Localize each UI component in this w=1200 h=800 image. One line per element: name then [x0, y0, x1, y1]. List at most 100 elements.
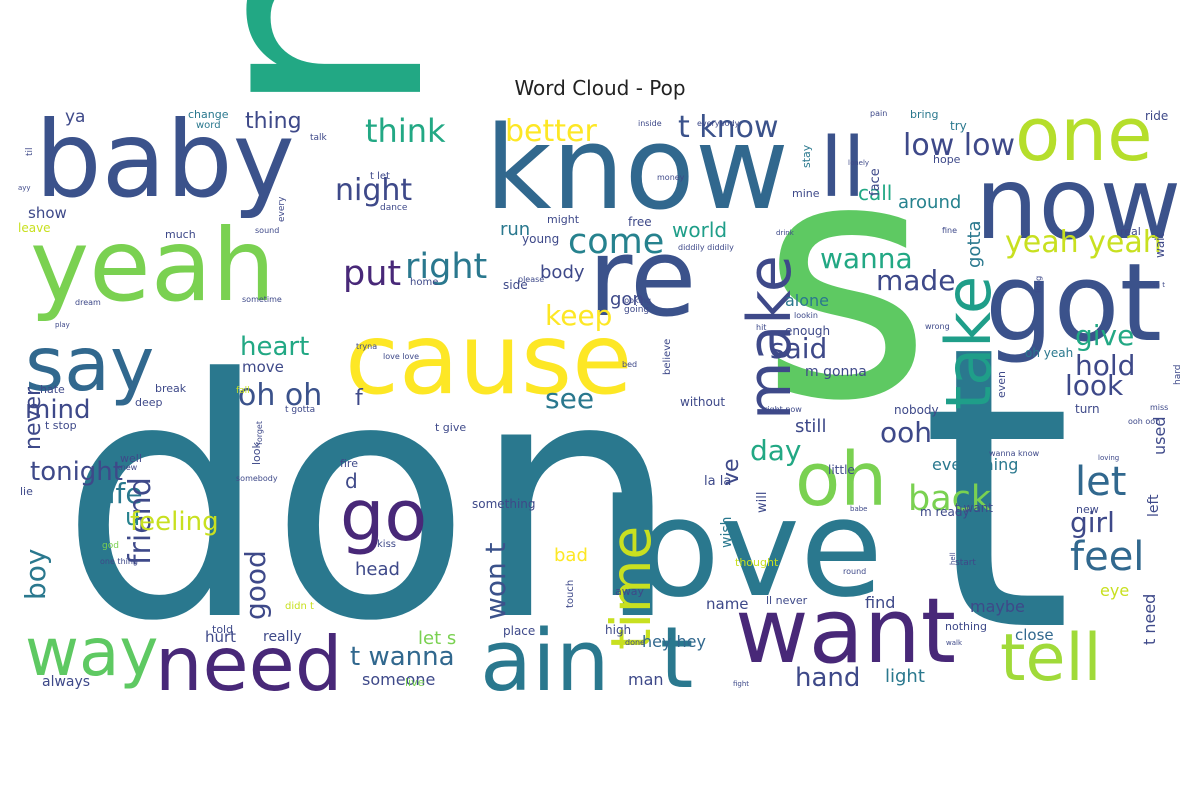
word-fight: fight	[733, 680, 749, 688]
word-stay: stay	[800, 144, 813, 168]
word-thing: thing	[245, 109, 302, 134]
word-yeah-yeah: yeah yeah	[1005, 225, 1162, 260]
word-going: going	[624, 305, 649, 315]
word-way: way	[25, 614, 158, 691]
word-bad: bad	[554, 545, 588, 566]
word-know: know	[485, 102, 789, 236]
word-don: don	[60, 309, 681, 693]
word-boy: boy	[19, 549, 52, 600]
word-bed: bed	[622, 360, 637, 369]
word-hell: hell	[949, 552, 957, 565]
word-yeah: yeah	[30, 207, 275, 324]
word-hand: hand	[795, 663, 860, 693]
word-give: give	[1075, 319, 1134, 352]
word-isn-t: isn t	[1150, 281, 1165, 289]
word-used: used	[1150, 417, 1169, 455]
word-t-let: t let	[370, 171, 390, 182]
word-wanna-know: wanna know	[989, 449, 1040, 458]
word-drink: drink	[776, 229, 795, 237]
word-run: run	[500, 219, 530, 240]
word-love-love: love love	[383, 352, 419, 361]
word-left: left	[1146, 494, 1162, 517]
word-told: told	[212, 623, 233, 636]
word-girl: girl	[1070, 506, 1115, 539]
word-everybody: everybody	[697, 119, 740, 128]
word-back: back	[908, 479, 992, 519]
word-forget: forget	[255, 421, 264, 445]
word-free: free	[628, 215, 652, 229]
word-really: really	[263, 629, 302, 645]
word-money: money	[657, 173, 685, 182]
word-right: right	[405, 247, 487, 287]
word-show: show	[28, 204, 67, 222]
word-ll: ll	[820, 121, 866, 216]
word-gotta: gotta	[964, 220, 985, 268]
word-say: say	[25, 320, 154, 408]
word-sometime: sometime	[242, 295, 282, 304]
word-take: take	[932, 276, 1005, 410]
word-home: home	[410, 277, 438, 288]
word-name: name	[706, 595, 749, 613]
word-lonely: lonely	[848, 159, 869, 167]
word-talk: talk	[310, 133, 328, 143]
word-little: little	[828, 463, 855, 477]
word-t-wanna: t wanna	[350, 642, 455, 672]
word-ooh-ooh: ooh ooh	[1128, 417, 1160, 426]
word-one-thing: one thing	[100, 557, 138, 566]
word-put: put	[343, 254, 401, 294]
word-t-gotta: t gotta	[285, 405, 315, 415]
word-m-ready: m ready	[920, 505, 970, 519]
word-hard: hard	[1173, 365, 1183, 385]
word-look: look	[250, 441, 263, 465]
word-mind: mind	[25, 395, 91, 425]
chart-title: Word Cloud - Pop	[514, 76, 686, 100]
word-oh-yeah: oh yeah	[1025, 346, 1073, 360]
word-walk: walk	[946, 639, 963, 647]
word-change: change	[188, 108, 229, 121]
word-inside: inside	[638, 119, 662, 128]
word-live: live	[405, 676, 425, 689]
word-looking: looking	[622, 296, 651, 305]
word-long: long	[1034, 276, 1043, 293]
word-fire: fire	[340, 457, 358, 470]
word-fine: fine	[942, 226, 957, 235]
word-hit: hit	[756, 323, 766, 332]
word-dream: dream	[75, 298, 101, 307]
word-go: go	[340, 475, 427, 557]
word-god: god	[102, 541, 119, 551]
word-start: start	[955, 558, 976, 568]
word-t-know: t know	[678, 110, 779, 145]
word-night: night	[335, 173, 412, 208]
word-well: well	[120, 452, 142, 465]
word-tonight: tonight	[30, 457, 123, 487]
word-oh: oh	[795, 437, 887, 523]
word-even: even	[995, 371, 1008, 398]
word-never: never	[21, 386, 46, 450]
word-ayy: ayy	[18, 184, 31, 192]
word-need: need	[155, 620, 342, 708]
word-call: call	[858, 181, 892, 205]
word-said: said	[770, 332, 827, 365]
word-face: face	[868, 168, 883, 196]
word-made: made	[876, 264, 955, 297]
word-body: body	[540, 262, 585, 283]
word-t-give: t give	[435, 421, 466, 434]
word-cause: cause	[345, 303, 632, 417]
word-lookin: lookin	[794, 311, 818, 320]
word-come: come	[568, 222, 664, 262]
word-won-t: won t	[479, 542, 512, 620]
word-baby: baby	[35, 99, 295, 221]
word-mine: mine	[792, 187, 820, 200]
word-move: move	[242, 358, 284, 376]
word-now: now	[975, 145, 1181, 262]
word-til: til	[25, 147, 35, 156]
word-enough: enough	[785, 324, 830, 338]
word-hurt: hurt	[205, 628, 236, 646]
word-wanna: wanna	[820, 242, 913, 275]
word-knew: knew	[116, 463, 138, 472]
word-done: done	[625, 638, 645, 647]
word-ya: ya	[65, 107, 85, 127]
word-low-low: low low	[903, 128, 1015, 163]
word-s: s	[760, 89, 932, 473]
